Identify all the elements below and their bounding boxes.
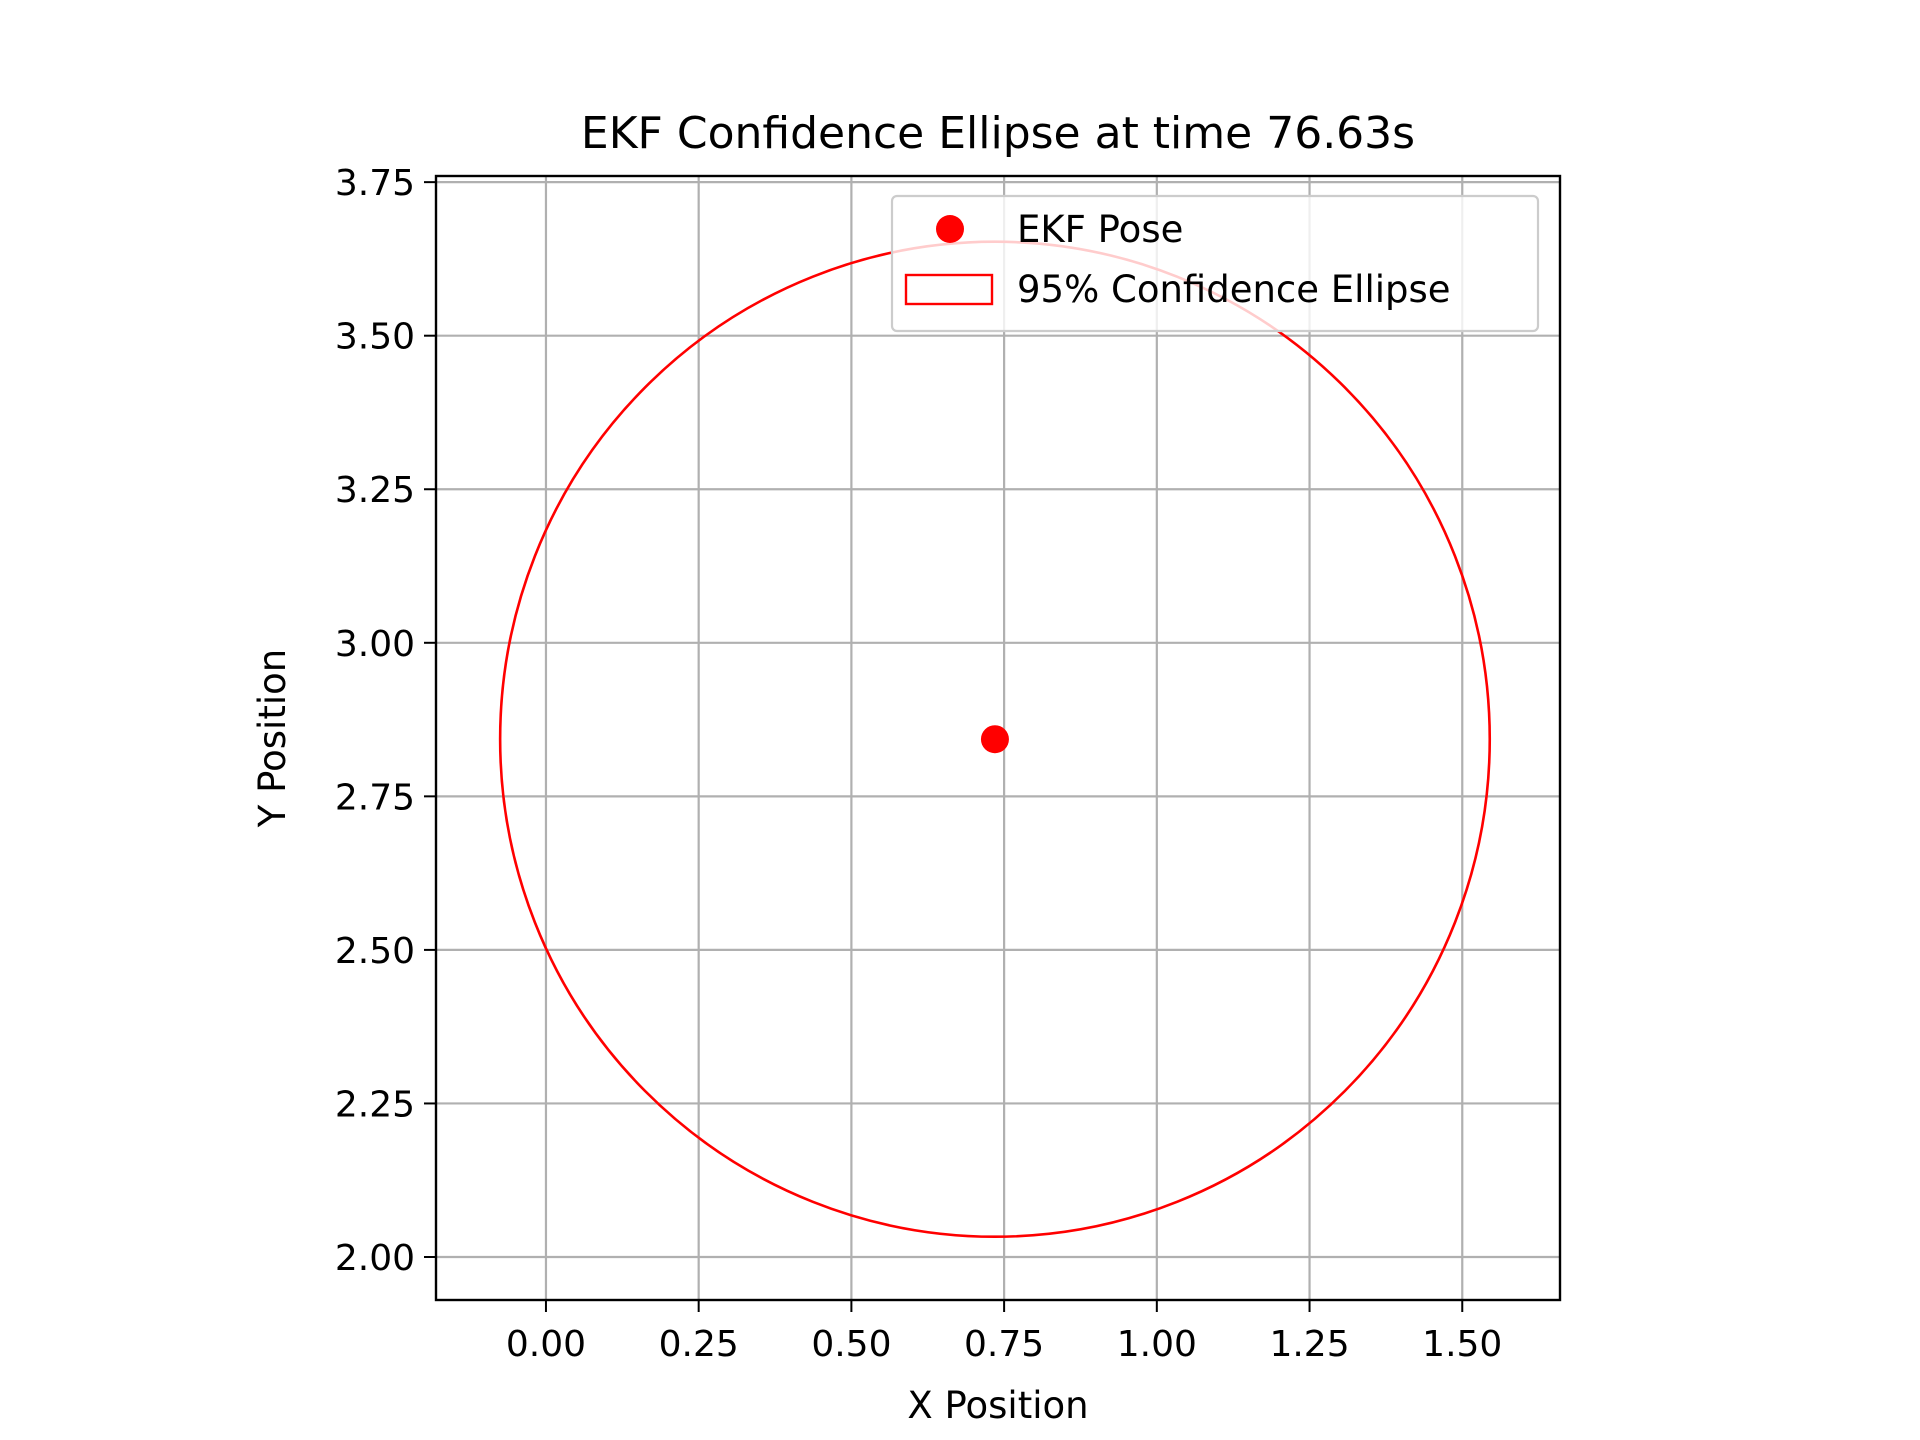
x-tick-label: 0.75: [964, 1324, 1044, 1365]
y-tick-label: 2.50: [335, 931, 415, 972]
legend-marker-ekf-pose: [936, 215, 964, 243]
y-tick-label: 3.50: [335, 317, 415, 358]
y-axis-label: Y Position: [251, 649, 294, 828]
x-tick-label: 0.00: [506, 1324, 586, 1365]
plot-area: [498, 240, 1492, 1239]
x-axis-label: X Position: [907, 1384, 1088, 1427]
y-tick-label: 3.00: [335, 624, 415, 665]
legend-marker-confidence-ellipse: [904, 273, 994, 306]
grid: [436, 176, 1560, 1300]
plot-frame: [434, 174, 1562, 1302]
x-tick-label: 0.25: [659, 1324, 739, 1365]
x-tick-label: 1.00: [1117, 1324, 1197, 1365]
legend-label-ekf-pose: EKF Pose: [1017, 208, 1183, 251]
y-tick-label: 3.25: [335, 470, 415, 511]
y-tick-label: 2.25: [335, 1084, 415, 1125]
x-tick-label: 0.50: [811, 1324, 891, 1365]
chart-title: EKF Confidence Ellipse at time 76.63s: [581, 108, 1415, 159]
y-tick-label: 3.75: [335, 163, 415, 204]
x-axis: 0.00 0.25 0.50 0.75 1.00 1.25 1.50: [506, 1300, 1502, 1365]
y-tick-label: 2.00: [335, 1238, 415, 1279]
ekf-pose-point: [980, 725, 1009, 754]
x-tick-label: 1.50: [1422, 1324, 1502, 1365]
legend-label-confidence-ellipse: 95% Confidence Ellipse: [1017, 268, 1451, 311]
x-tick-label: 1.25: [1269, 1324, 1349, 1365]
y-tick-label: 2.75: [335, 777, 415, 818]
legend: EKF Pose 95% Confidence Ellipse: [890, 194, 1540, 333]
legend-box: [890, 194, 1540, 333]
y-axis: 2.00 2.25 2.50 2.75 3.00 3.25 3.50 3.75: [335, 163, 436, 1279]
